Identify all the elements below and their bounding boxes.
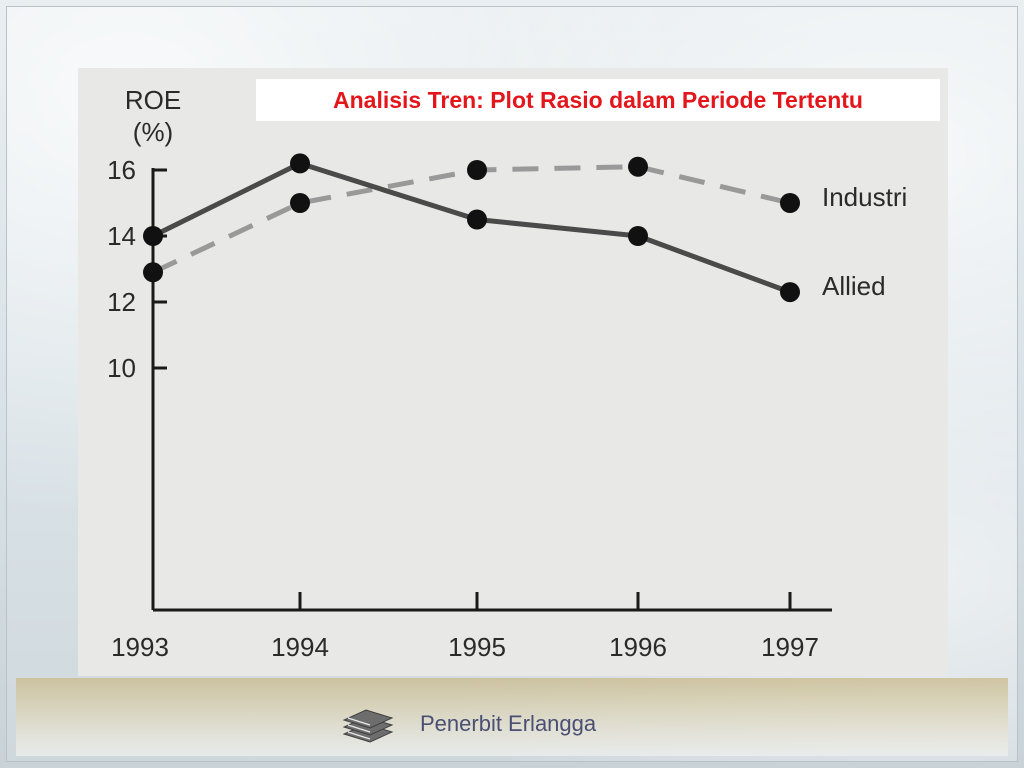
x-tick-label-1994: 1994 <box>271 632 329 662</box>
point-allied-1993 <box>143 226 163 246</box>
y-axis-label: ROE (%) <box>108 84 198 148</box>
point-industri-1996 <box>628 156 648 177</box>
x-tick-label-1995: 1995 <box>448 632 506 662</box>
y-axis-label-line1: ROE <box>124 85 182 115</box>
point-industri-1995 <box>467 160 487 180</box>
series-label-industri: Industri <box>822 182 907 212</box>
point-industri-1997 <box>780 193 800 213</box>
series-label-allied: Allied <box>822 271 886 301</box>
y-tick-label-10: 10 <box>107 353 136 383</box>
decorative-band <box>16 678 1008 756</box>
y-tick-label-12: 12 <box>107 287 136 317</box>
publisher-name: Penerbit Erlangga <box>420 711 597 736</box>
point-allied-1994 <box>290 153 310 174</box>
point-allied-1997 <box>780 282 800 303</box>
point-industri-1993 <box>143 262 163 283</box>
y-tick-label-16: 16 <box>107 155 136 185</box>
x-tick-label-1993: 1993 <box>111 632 169 662</box>
title-box: Analisis Tren: Plot Rasio dalam Periode … <box>256 79 940 121</box>
x-tick-label-1997: 1997 <box>761 632 819 662</box>
point-allied-1996 <box>628 226 648 246</box>
stacked-books-icon <box>342 709 394 743</box>
point-allied-1995 <box>467 209 487 230</box>
slide-title: Analisis Tren: Plot Rasio dalam Periode … <box>333 86 863 113</box>
y-axis-label-line2: (%) <box>132 117 174 147</box>
point-industri-1994 <box>290 193 310 213</box>
y-tick-label-14: 14 <box>107 221 136 251</box>
x-tick-label-1996: 1996 <box>609 632 667 662</box>
footer: Penerbit Erlangga <box>340 704 596 744</box>
